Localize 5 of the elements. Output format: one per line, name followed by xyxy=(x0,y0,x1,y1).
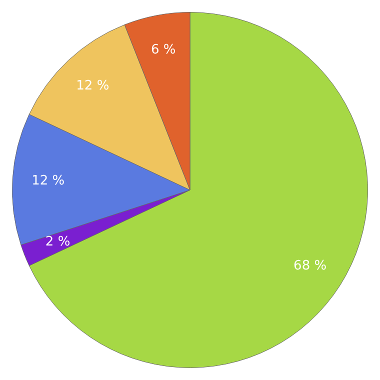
data-label: 68 % xyxy=(294,258,327,274)
data-label: 6 % xyxy=(150,42,176,58)
data-label: 12 % xyxy=(32,173,65,188)
data-label: 2 % xyxy=(45,234,70,250)
data-label: 12 % xyxy=(76,78,110,94)
